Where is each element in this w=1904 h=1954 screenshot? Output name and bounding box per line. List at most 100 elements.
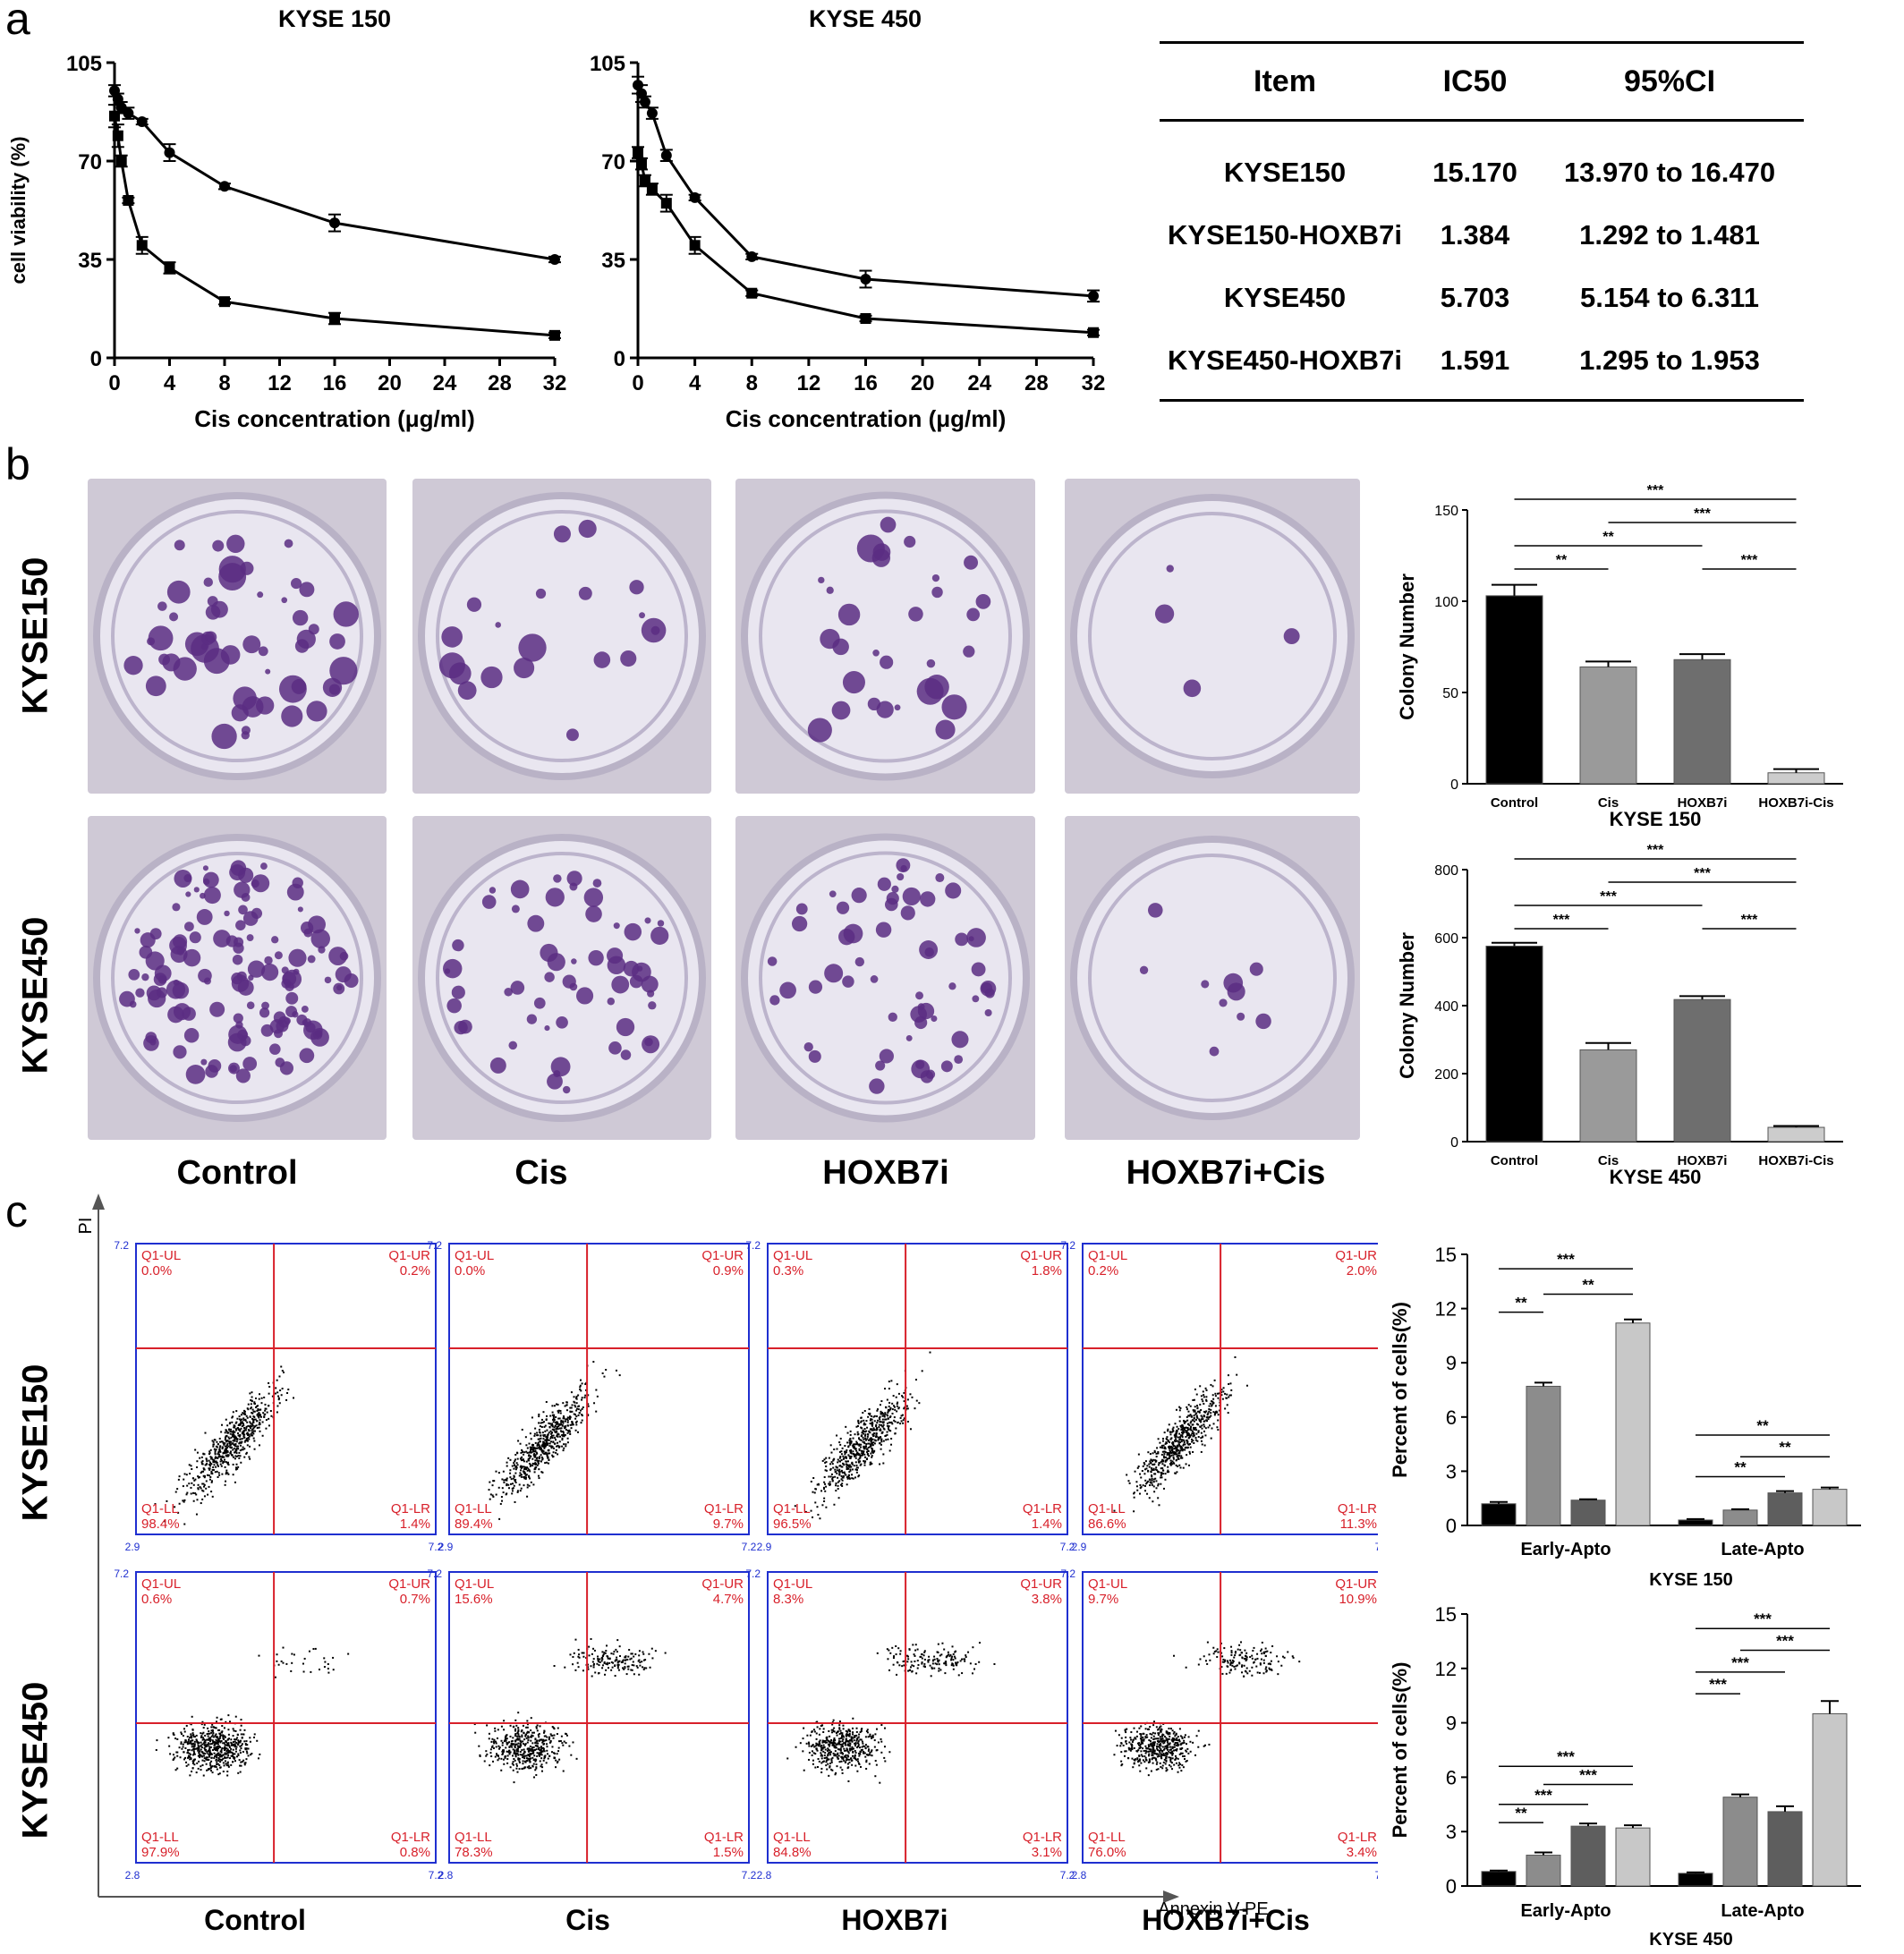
event-dot: [203, 1754, 206, 1757]
colony: [910, 1006, 927, 1023]
colony: [562, 1085, 571, 1094]
event-dot: [516, 1490, 519, 1492]
event-dot: [1142, 1484, 1144, 1487]
y-axis-label: Colony Number: [1396, 932, 1418, 1079]
event-dot: [914, 1654, 916, 1657]
colony: [207, 596, 218, 607]
event-dot: [1179, 1447, 1182, 1449]
event-dot: [539, 1432, 541, 1434]
event-dot: [212, 1443, 215, 1446]
colony: [972, 995, 980, 1003]
event-dot: [846, 1754, 849, 1757]
event-dot: [532, 1776, 535, 1779]
event-dot: [1169, 1459, 1172, 1462]
event-dot: [492, 1495, 495, 1498]
event-dot: [277, 1395, 280, 1398]
event-dot: [226, 1442, 229, 1445]
event-dot: [955, 1661, 957, 1664]
colony: [607, 947, 624, 964]
event-dot: [255, 1406, 258, 1409]
event-dot: [231, 1751, 234, 1754]
x-tick-label: 28: [488, 371, 512, 395]
table-cell: 5.703: [1440, 282, 1510, 313]
event-dot: [509, 1724, 512, 1727]
event-dot: [866, 1433, 869, 1436]
event-dot: [488, 1732, 490, 1735]
colony: [904, 535, 916, 548]
event-dot: [525, 1450, 528, 1453]
colony: [232, 954, 243, 965]
event-dot: [845, 1734, 847, 1737]
event-dot: [234, 1747, 237, 1750]
event-dot: [239, 1745, 242, 1747]
event-dot: [558, 1423, 561, 1426]
event-dot: [1171, 1428, 1174, 1431]
event-dot: [191, 1477, 194, 1480]
event-dot: [242, 1432, 245, 1435]
event-dot: [1205, 1410, 1208, 1413]
event-dot: [191, 1770, 193, 1772]
event-dot: [534, 1466, 537, 1469]
event-dot: [584, 1394, 587, 1397]
event-dot: [522, 1724, 524, 1727]
event-dot: [581, 1415, 583, 1417]
event-dot: [630, 1669, 633, 1671]
event-dot: [191, 1732, 194, 1735]
quadrant-ur-value: 4.7%: [713, 1592, 744, 1607]
event-dot: [643, 1667, 646, 1669]
event-dot: [202, 1467, 205, 1470]
event-dot: [851, 1477, 854, 1480]
event-dot: [633, 1664, 635, 1667]
event-dot: [574, 1404, 576, 1406]
event-dot: [1181, 1427, 1184, 1430]
event-dot: [896, 1673, 898, 1676]
event-dot: [585, 1389, 588, 1391]
event-dot: [225, 1747, 228, 1750]
y-top-label: 7.2: [1060, 1239, 1075, 1252]
event-dot: [508, 1746, 511, 1748]
event-dot: [1200, 1419, 1203, 1422]
event-dot: [849, 1748, 852, 1751]
event-dot: [1194, 1418, 1197, 1421]
event-dot: [224, 1466, 226, 1468]
event-dot: [541, 1432, 544, 1434]
event-dot: [219, 1463, 222, 1466]
event-dot: [506, 1477, 508, 1480]
colony: [246, 934, 254, 942]
event-dot: [514, 1728, 517, 1730]
event-dot: [564, 1420, 566, 1423]
event-dot: [547, 1462, 549, 1465]
event-dot: [223, 1735, 225, 1737]
event-dot: [210, 1760, 213, 1763]
event-dot: [866, 1438, 869, 1440]
event-dot: [624, 1662, 626, 1665]
event-dot: [323, 1657, 326, 1660]
event-dot: [554, 1424, 557, 1427]
event-dot: [217, 1754, 220, 1756]
event-dot: [915, 1672, 918, 1675]
event-dot: [1160, 1482, 1162, 1485]
event-dot: [821, 1747, 824, 1750]
event-dot: [581, 1407, 583, 1410]
event-dot: [1171, 1463, 1174, 1466]
event-dot: [274, 1676, 276, 1678]
event-dot: [565, 1742, 567, 1745]
event-dot: [840, 1459, 843, 1462]
event-dot: [239, 1434, 242, 1437]
chart-title: KYSE 150: [278, 5, 391, 32]
event-dot: [1167, 1469, 1169, 1472]
event-dot: [185, 1493, 188, 1496]
event-dot: [855, 1453, 858, 1456]
event-dot: [824, 1490, 827, 1492]
event-dot: [863, 1441, 865, 1444]
event-dot: [516, 1752, 519, 1754]
event-dot: [1192, 1430, 1194, 1432]
event-dot: [252, 1410, 255, 1413]
event-dot: [880, 1737, 882, 1740]
event-dot: [893, 1416, 896, 1419]
event-dot: [195, 1734, 198, 1737]
event-dot: [238, 1415, 241, 1418]
event-dot: [856, 1453, 859, 1456]
event-dot: [220, 1734, 223, 1737]
event-dot: [224, 1458, 226, 1461]
